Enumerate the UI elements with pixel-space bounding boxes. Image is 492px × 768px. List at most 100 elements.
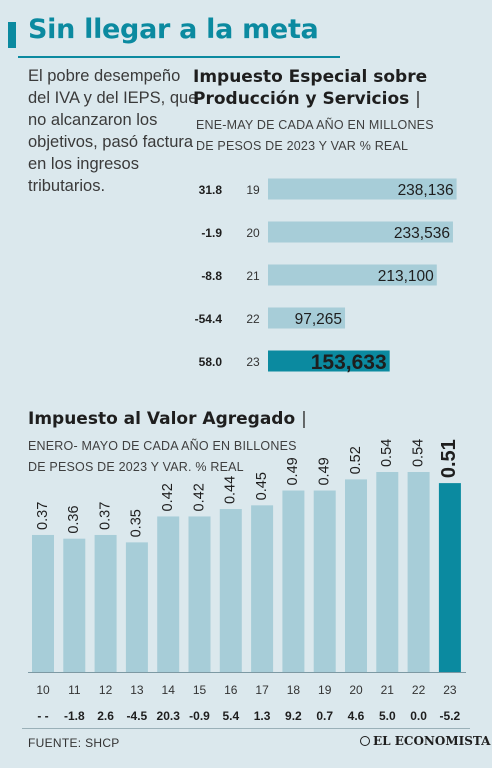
- ieps-value-label: 213,100: [378, 268, 434, 285]
- ieps-value-label: 153,633: [311, 351, 387, 374]
- iva-var-label: -1.8: [64, 709, 85, 723]
- iva-bar: [219, 509, 242, 672]
- ieps-subtitle-line2: DE PESOS DE 2023 Y VAR % REAL: [196, 139, 409, 153]
- iva-bar: [376, 472, 399, 672]
- ieps-value-label: 97,265: [295, 311, 342, 328]
- iva-var-label: 5.0: [379, 709, 396, 723]
- iva-bar: [157, 516, 180, 672]
- iva-var-label: - -: [37, 709, 48, 723]
- iva-value-label: 0.54: [410, 439, 426, 467]
- ieps-year-label: 23: [246, 355, 260, 369]
- iva-value-label: 0.36: [66, 505, 82, 533]
- publisher-logo: EL ECONOMISTA: [360, 734, 490, 748]
- ieps-title-line2: Producción y Servicios: [193, 89, 410, 109]
- iva-year-label: 13: [130, 683, 144, 697]
- iva-year-label: 19: [318, 683, 332, 697]
- iva-year-label: 17: [255, 683, 269, 697]
- iva-year-label: 10: [36, 683, 50, 697]
- iva-value-label: 0.44: [223, 476, 239, 504]
- footer-divider: [22, 728, 470, 729]
- iva-year-label: 23: [443, 683, 457, 697]
- ieps-title: Impuesto Especial sobre Producción y Ser…: [193, 66, 427, 110]
- iva-subtitle-line1: ENERO- MAYO DE CADA AÑO EN BILLONES: [28, 439, 297, 453]
- iva-var-label: -4.5: [127, 709, 148, 723]
- ieps-subtitle-line1: ENE-MAY DE CADA AÑO EN MILLONES: [196, 118, 434, 132]
- iva-bar: [188, 516, 211, 672]
- iva-year-label: 15: [193, 683, 207, 697]
- iva-var-label: 20.3: [157, 709, 181, 723]
- iva-value-label: 0.49: [317, 457, 333, 485]
- ieps-var-label: -8.8: [201, 269, 222, 283]
- iva-value-label: 0.54: [379, 439, 395, 467]
- ieps-var-label: -54.4: [195, 312, 223, 326]
- main-title: Sin llegar a la meta: [28, 14, 319, 45]
- logo-mark-icon: [360, 736, 370, 746]
- iva-year-label: 11: [68, 683, 81, 697]
- ieps-year-label: 22: [246, 312, 260, 326]
- ieps-year-label: 21: [246, 269, 260, 283]
- iva-value-label: 0.52: [348, 446, 364, 474]
- iva-var-label: 0.0: [410, 709, 427, 723]
- iva-value-label: 0.51: [438, 439, 460, 478]
- ieps-year-label: 20: [246, 226, 260, 240]
- ieps-var-label: 58.0: [199, 355, 223, 369]
- ieps-value-label: 238,136: [398, 182, 454, 199]
- iva-var-label: 4.6: [348, 709, 365, 723]
- iva-value-label: 0.45: [254, 472, 270, 500]
- iva-bar: [32, 534, 54, 672]
- ieps-bar: [268, 264, 437, 286]
- iva-var-label: -5.2: [440, 709, 461, 723]
- logo-text: EL ECONOMISTA: [373, 734, 491, 748]
- iva-year-label: 21: [381, 683, 395, 697]
- iva-year-label: 20: [349, 683, 363, 697]
- iva-bar: [407, 472, 430, 672]
- iva-title-text: Impuesto al Valor Agregado: [28, 409, 296, 429]
- ieps-bar: [268, 307, 346, 329]
- ieps-title-pipe: |: [415, 89, 421, 109]
- iva-bar: [125, 542, 148, 672]
- iva-var-label: 1.3: [254, 709, 271, 723]
- iva-var-label: 5.4: [222, 709, 239, 723]
- iva-bar: [251, 505, 274, 672]
- ieps-var-label: -1.9: [201, 226, 222, 240]
- iva-bar: [345, 479, 367, 672]
- iva-value-label: 0.42: [191, 483, 207, 511]
- ieps-bar: [268, 350, 390, 372]
- iva-value-label: 0.35: [129, 509, 145, 537]
- iva-var-label: -0.9: [189, 709, 210, 723]
- ieps-year-label: 19: [246, 183, 260, 197]
- source-note: FUENTE: SHCP: [28, 736, 120, 750]
- title-underline: [18, 56, 340, 58]
- iva-title: Impuesto al Valor Agregado |: [28, 408, 307, 430]
- iva-year-label: 14: [162, 683, 176, 697]
- ieps-bar: [268, 221, 453, 243]
- ieps-value-label: 233,536: [394, 225, 450, 242]
- iva-year-label: 18: [287, 683, 301, 697]
- iva-title-pipe: |: [301, 409, 307, 429]
- iva-var-label: 2.6: [97, 709, 114, 723]
- iva-bar: [63, 538, 86, 672]
- iva-subtitle: ENERO- MAYO DE CADA AÑO EN BILLONES DE P…: [28, 436, 297, 478]
- iva-year-label: 16: [224, 683, 238, 697]
- ieps-var-label: 31.8: [199, 183, 223, 197]
- title-accent-bar: [8, 22, 16, 48]
- iva-bar: [282, 490, 305, 672]
- ieps-bar: [268, 178, 457, 200]
- ieps-subtitle: ENE-MAY DE CADA AÑO EN MILLONES DE PESOS…: [196, 115, 434, 157]
- intro-text: El pobre desempeño del IVA y del IEPS, q…: [28, 67, 198, 195]
- iva-value-label: 0.42: [160, 483, 176, 511]
- iva-year-label: 12: [99, 683, 113, 697]
- iva-bar: [438, 483, 461, 672]
- iva-bar: [94, 534, 117, 672]
- iva-value-label: 0.49: [285, 457, 301, 485]
- iva-value-label: 0.37: [35, 502, 51, 530]
- iva-var-label: 0.7: [316, 709, 333, 723]
- iva-var-label: 9.2: [285, 709, 302, 723]
- iva-bar: [313, 490, 336, 672]
- iva-year-label: 22: [412, 683, 426, 697]
- iva-subtitle-line2: DE PESOS DE 2023 Y VAR. % REAL: [28, 460, 244, 474]
- ieps-title-line1: Impuesto Especial sobre: [193, 67, 428, 87]
- iva-value-label: 0.37: [97, 502, 113, 530]
